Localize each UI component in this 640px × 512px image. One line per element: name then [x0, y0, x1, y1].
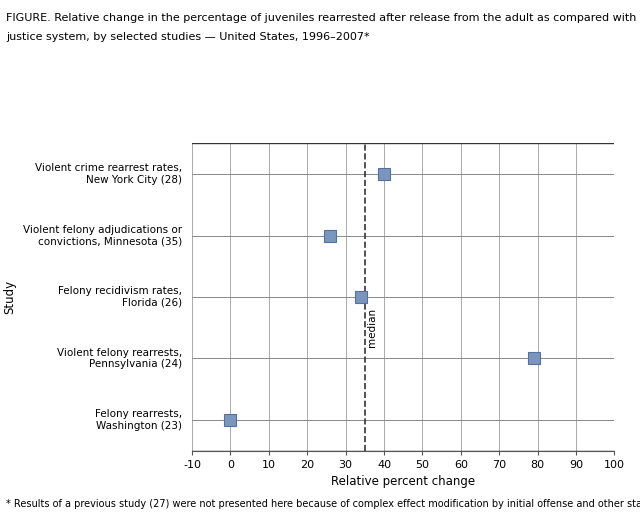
X-axis label: Relative percent change: Relative percent change [331, 475, 476, 488]
Text: median: median [367, 308, 377, 347]
Text: Felony recidivism rates,
Florida (26): Felony recidivism rates, Florida (26) [58, 286, 182, 308]
Text: Study: Study [3, 280, 16, 314]
Text: FIGURE. Relative change in the percentage of juveniles rearrested after release : FIGURE. Relative change in the percentag… [6, 13, 640, 23]
Text: Violent crime rearrest rates,
New York City (28): Violent crime rearrest rates, New York C… [35, 163, 182, 185]
Text: Violent felony rearrests,
Pennsylvania (24): Violent felony rearrests, Pennsylvania (… [57, 348, 182, 369]
Text: Violent felony adjudications or
convictions, Minnesota (35): Violent felony adjudications or convicti… [23, 225, 182, 246]
Text: * Results of a previous study (27) were not presented here because of complex ef: * Results of a previous study (27) were … [6, 499, 640, 509]
Text: Felony rearrests,
Washington (23): Felony rearrests, Washington (23) [95, 409, 182, 431]
Text: justice system, by selected studies — United States, 1996–2007*: justice system, by selected studies — Un… [6, 32, 370, 42]
